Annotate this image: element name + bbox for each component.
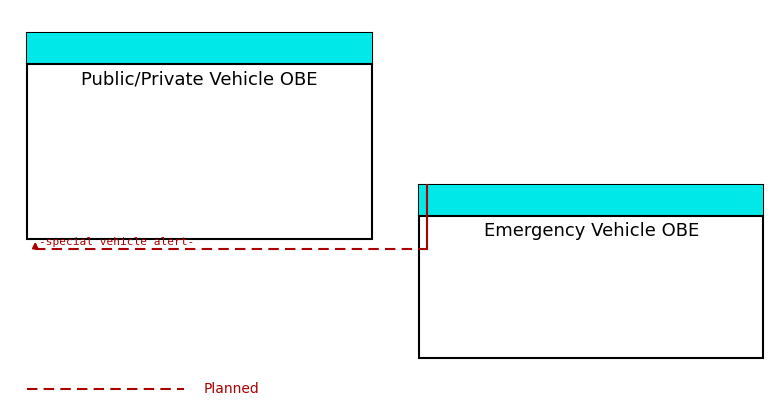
Bar [419, 185, 763, 358]
Text: Planned: Planned [204, 382, 259, 396]
Bar [419, 185, 763, 216]
Bar [27, 33, 372, 64]
Text: -special vehicle alert-: -special vehicle alert- [39, 237, 194, 247]
Text: Public/Private Vehicle OBE: Public/Private Vehicle OBE [81, 70, 318, 88]
Text: Emergency Vehicle OBE: Emergency Vehicle OBE [484, 222, 698, 241]
Bar [27, 33, 372, 239]
